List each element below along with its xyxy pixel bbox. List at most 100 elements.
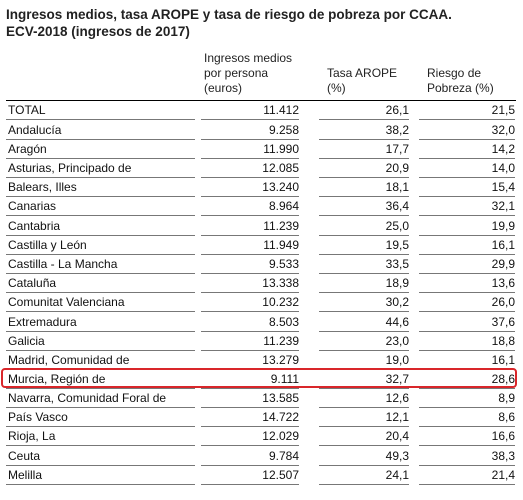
row-arope: 36,4 bbox=[319, 198, 409, 216]
row-name: Melilla bbox=[6, 467, 195, 485]
row-ingresos: 9.784 bbox=[201, 448, 299, 466]
row-riesgo: 8,6 bbox=[419, 409, 515, 427]
row-riesgo: 19,9 bbox=[419, 218, 515, 236]
row-ingresos: 13.240 bbox=[201, 179, 299, 197]
header-ingresos-line-1: Ingresos medios bbox=[204, 51, 293, 65]
row-name: Balears, Illes bbox=[6, 179, 195, 197]
table-title-line-1: Ingresos medios, tasa AROPE y tasa de ri… bbox=[6, 7, 452, 22]
row-ingresos: 11.990 bbox=[201, 141, 299, 159]
table-row: Cantabria 11.239 25,0 19,9 bbox=[6, 218, 516, 237]
row-riesgo: 16,6 bbox=[419, 428, 515, 446]
row-name: Comunitat Valenciana bbox=[6, 294, 195, 312]
row-arope: 38,2 bbox=[319, 122, 409, 140]
row-name: Canarias bbox=[6, 198, 195, 216]
row-riesgo: 28,6 bbox=[419, 371, 515, 389]
header-riesgo-line-2: Pobreza (%) bbox=[427, 81, 494, 95]
row-riesgo: 14,2 bbox=[419, 141, 515, 159]
row-arope: 23,0 bbox=[319, 333, 409, 351]
row-arope: 24,1 bbox=[319, 467, 409, 485]
header-riesgo: Riesgo de Pobreza (%) bbox=[427, 66, 494, 115]
row-ingresos: 13.585 bbox=[201, 390, 299, 408]
header-divider bbox=[6, 100, 516, 101]
header-ingresos-line-3: (euros) bbox=[204, 81, 243, 95]
row-riesgo: 8,9 bbox=[419, 390, 515, 408]
table-row: Melilla 12.507 24,1 21,4 bbox=[6, 467, 516, 486]
table-row: País Vasco 14.722 12,1 8,6 bbox=[6, 409, 516, 428]
header-arope-line-2: (%) bbox=[327, 81, 346, 95]
row-ingresos: 11.239 bbox=[201, 218, 299, 236]
row-riesgo: 18,8 bbox=[419, 333, 515, 351]
row-riesgo: 21,4 bbox=[419, 467, 515, 485]
row-arope: 33,5 bbox=[319, 256, 409, 274]
header-ingresos-line-2: por persona bbox=[204, 66, 269, 80]
row-name: Navarra, Comunidad Foral de bbox=[6, 390, 195, 408]
table-row: Andalucía 9.258 38,2 32,0 bbox=[6, 122, 516, 141]
row-name: País Vasco bbox=[6, 409, 195, 427]
row-ingresos: 9.533 bbox=[201, 256, 299, 274]
row-arope: 32,7 bbox=[319, 371, 409, 389]
row-riesgo: 32,1 bbox=[419, 198, 515, 216]
table-row: Castilla - La Mancha 9.533 33,5 29,9 bbox=[6, 256, 516, 275]
row-name: Castilla y León bbox=[6, 237, 195, 255]
table-row: Aragón 11.990 17,7 14,2 bbox=[6, 141, 516, 160]
row-name: Rioja, La bbox=[6, 428, 195, 446]
table-row: Cataluña 13.338 18,9 13,6 bbox=[6, 275, 516, 294]
row-riesgo: 15,4 bbox=[419, 179, 515, 197]
header-ingresos: Ingresos medios por persona (euros) bbox=[204, 51, 292, 100]
row-name: Andalucía bbox=[6, 122, 195, 140]
row-ingresos: 12.029 bbox=[201, 428, 299, 446]
row-riesgo: 14,0 bbox=[419, 160, 515, 178]
row-name: TOTAL bbox=[6, 102, 195, 120]
table-row: Canarias 8.964 36,4 32,1 bbox=[6, 198, 516, 217]
row-name: Asturias, Principado de bbox=[6, 160, 195, 178]
table-row: Galicia 11.239 23,0 18,8 bbox=[6, 333, 516, 352]
row-name: Murcia, Región de bbox=[6, 371, 195, 389]
row-riesgo: 13,6 bbox=[419, 275, 515, 293]
row-ingresos: 12.507 bbox=[201, 467, 299, 485]
table-row: TOTAL 11.412 26,1 21,5 bbox=[6, 102, 516, 121]
table-row: Asturias, Principado de 12.085 20,9 14,0 bbox=[6, 160, 516, 179]
table-title: Ingresos medios, tasa AROPE y tasa de ri… bbox=[6, 6, 452, 40]
table-body: TOTAL 11.412 26,1 21,5 Andalucía 9.258 38,2 32,… bbox=[6, 102, 516, 486]
row-arope: 49,3 bbox=[319, 448, 409, 466]
row-name: Extremadura bbox=[6, 314, 195, 332]
row-name: Galicia bbox=[6, 333, 195, 351]
table-row: Ceuta 9.784 49,3 38,3 bbox=[6, 448, 516, 467]
row-riesgo: 32,0 bbox=[419, 122, 515, 140]
table-row: Extremadura 8.503 44,6 37,6 bbox=[6, 314, 516, 333]
row-ingresos: 11.412 bbox=[201, 102, 299, 120]
row-name: Ceuta bbox=[6, 448, 195, 466]
row-arope: 17,7 bbox=[319, 141, 409, 159]
row-ingresos: 8.503 bbox=[201, 314, 299, 332]
row-riesgo: 29,9 bbox=[419, 256, 515, 274]
row-ingresos: 12.085 bbox=[201, 160, 299, 178]
row-ingresos: 14.722 bbox=[201, 409, 299, 427]
row-name: Aragón bbox=[6, 141, 195, 159]
row-name: Castilla - La Mancha bbox=[6, 256, 195, 274]
row-riesgo: 37,6 bbox=[419, 314, 515, 332]
row-arope: 12,1 bbox=[319, 409, 409, 427]
table-row: Castilla y León 11.949 19,5 16,1 bbox=[6, 237, 516, 256]
row-ingresos: 10.232 bbox=[201, 294, 299, 312]
row-riesgo: 26,0 bbox=[419, 294, 515, 312]
row-riesgo: 38,3 bbox=[419, 448, 515, 466]
row-arope: 26,1 bbox=[319, 102, 409, 120]
row-ingresos: 11.949 bbox=[201, 237, 299, 255]
row-name: Cataluña bbox=[6, 275, 195, 293]
row-ingresos: 13.338 bbox=[201, 275, 299, 293]
row-arope: 18,9 bbox=[319, 275, 409, 293]
row-arope: 44,6 bbox=[319, 314, 409, 332]
row-arope: 20,9 bbox=[319, 160, 409, 178]
row-ingresos: 9.111 bbox=[201, 371, 299, 389]
row-riesgo: 21,5 bbox=[419, 102, 515, 120]
table-row: Rioja, La 12.029 20,4 16,6 bbox=[6, 428, 516, 447]
row-riesgo: 16,1 bbox=[419, 237, 515, 255]
row-arope: 19,5 bbox=[319, 237, 409, 255]
row-arope: 18,1 bbox=[319, 179, 409, 197]
row-ingresos: 11.239 bbox=[201, 333, 299, 351]
row-ingresos: 8.964 bbox=[201, 198, 299, 216]
row-arope: 20,4 bbox=[319, 428, 409, 446]
table-row: Comunitat Valenciana 10.232 30,2 26,0 bbox=[6, 294, 516, 313]
table-row: Navarra, Comunidad Foral de 13.585 12,6 8,9 bbox=[6, 390, 516, 409]
header-arope-line-1: Tasa AROPE bbox=[327, 66, 398, 80]
